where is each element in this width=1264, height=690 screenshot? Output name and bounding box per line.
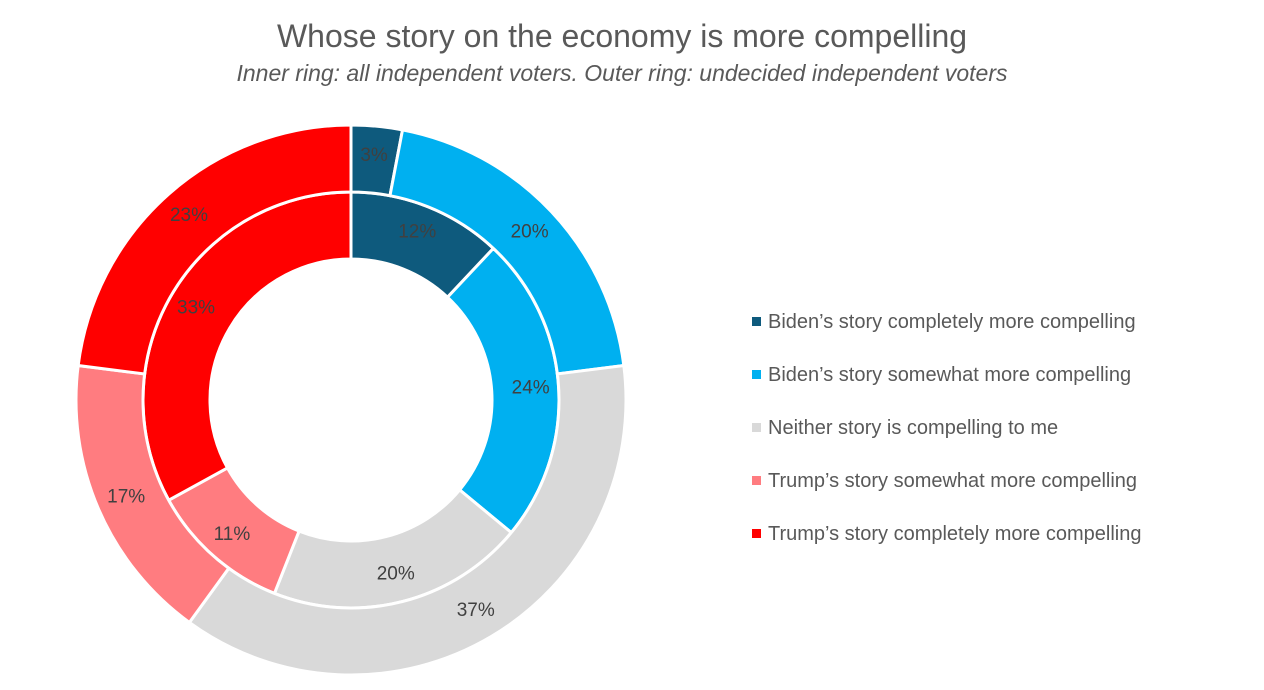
outer-ring-label-4: 17% [107,486,145,507]
chart-legend: Biden’s story completely more compelling… [752,295,1242,560]
legend-label: Trump’s story completely more compelling [768,522,1142,545]
legend-item-5: Trump’s story completely more compelling [752,507,1242,560]
legend-label: Biden’s story completely more compelling [768,310,1136,333]
legend-label: Biden’s story somewhat more compelling [768,363,1132,386]
legend-swatch [752,423,761,432]
legend-label: Trump’s story somewhat more compelling [768,469,1138,492]
outer-ring-label-2: 20% [511,221,549,242]
outer-ring-label-5: 23% [170,205,208,226]
chart-subtitle: Inner ring: all independent voters. Oute… [236,60,1008,86]
legend-swatch [752,529,761,538]
outer-ring-label-1: 3% [360,145,388,166]
legend-swatch [752,370,761,379]
outer-ring-slice-3 [187,363,628,677]
chart-title: Whose story on the economy is more compe… [276,18,968,54]
inner-ring-label-4: 11% [214,524,251,545]
outer-ring-slice-5 [76,123,353,376]
inner-ring-label-3: 20% [377,563,415,584]
inner-ring-label-2: 24% [512,378,550,399]
legend-item-3: Neither story is compelling to me [752,401,1242,454]
legend-item-2: Biden’s story somewhat more compelling [752,348,1242,401]
outer-ring-label-3: 37% [457,600,495,621]
legend-item-4: Trump’s story somewhat more compelling [752,454,1242,507]
legend-label: Neither story is compelling to me [768,416,1059,439]
inner-ring-label-5: 33% [177,297,215,318]
inner-ring-label-1: 12% [398,222,436,243]
legend-swatch [752,476,761,485]
legend-item-1: Biden’s story completely more compelling [752,295,1242,348]
legend-swatch [752,317,761,326]
